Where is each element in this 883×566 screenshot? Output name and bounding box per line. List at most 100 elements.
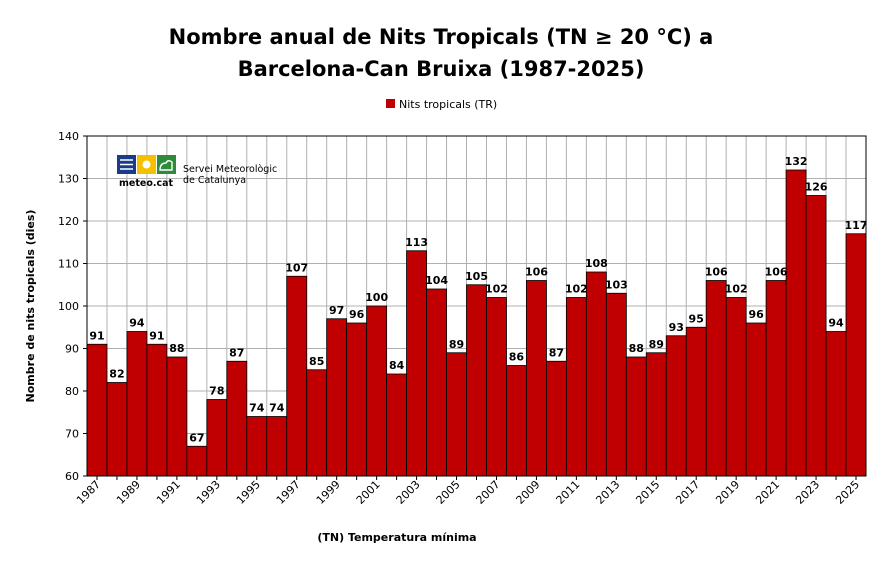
bar-2022 xyxy=(785,169,807,477)
bar-1988 xyxy=(106,382,128,477)
y-tick-label: 60 xyxy=(65,470,79,483)
y-tick-label: 80 xyxy=(65,385,79,398)
bar-2018 xyxy=(705,280,727,477)
data-label-2025: 117 xyxy=(845,219,868,232)
data-label-2007: 102 xyxy=(485,283,508,296)
data-label-2005: 89 xyxy=(449,338,464,351)
x-tick-label-2021: 2021 xyxy=(753,478,782,507)
bar-2015 xyxy=(645,352,667,477)
data-label-1995: 74 xyxy=(249,402,265,415)
bar-2020 xyxy=(745,322,767,477)
x-tick-label-2013: 2013 xyxy=(593,478,622,507)
bar-2021 xyxy=(765,280,787,477)
x-tick-label-2019: 2019 xyxy=(713,478,742,507)
logo-brand: meteo.cat xyxy=(119,178,174,189)
data-label-2015: 89 xyxy=(649,338,664,351)
bar-2025 xyxy=(845,233,867,477)
data-label-1994: 87 xyxy=(229,346,244,359)
data-label-2019: 102 xyxy=(725,283,748,296)
bar-1993 xyxy=(206,399,228,477)
logo-org-line1: Servei Meteorològic xyxy=(183,164,277,175)
data-label-2012: 108 xyxy=(585,257,608,270)
x-tick-label-2015: 2015 xyxy=(633,478,662,507)
data-label-2022: 132 xyxy=(785,155,808,168)
bar-1998 xyxy=(306,369,328,477)
data-label-2018: 106 xyxy=(705,266,728,279)
data-label-1990: 91 xyxy=(149,329,164,342)
data-label-2008: 86 xyxy=(509,351,525,364)
logo-cloud-icon xyxy=(157,155,176,174)
data-label-2011: 102 xyxy=(565,283,588,296)
data-label-2001: 100 xyxy=(365,291,388,304)
bar-2023 xyxy=(805,195,827,477)
x-tick-label-2001: 2001 xyxy=(354,478,383,507)
x-tick-label-1997: 1997 xyxy=(274,478,303,507)
meteocat-logo: meteo.cat Servei Meteorològic de Catalun… xyxy=(117,155,277,189)
data-label-2013: 103 xyxy=(605,278,628,291)
legend-label: Nits tropicals (TR) xyxy=(399,98,497,111)
data-label-1988: 82 xyxy=(109,368,124,381)
data-label-1992: 67 xyxy=(189,431,204,444)
data-label-1993: 78 xyxy=(209,385,224,398)
bar-2001 xyxy=(366,305,388,477)
x-axis-label: (TN) Temperatura mínima xyxy=(317,531,476,544)
bar-1999 xyxy=(326,318,348,477)
x-tick-label-1991: 1991 xyxy=(154,478,183,507)
data-label-2000: 96 xyxy=(349,308,365,321)
legend-swatch xyxy=(386,99,395,108)
x-tick-label-2025: 2025 xyxy=(833,478,862,507)
x-tick-label-2023: 2023 xyxy=(793,478,822,507)
data-label-2021: 106 xyxy=(765,266,788,279)
y-tick-label: 70 xyxy=(65,428,79,441)
data-label-2020: 96 xyxy=(748,308,764,321)
legend: Nits tropicals (TR) xyxy=(386,98,497,111)
y-axis-label: Nombre de nits tropicals (dies) xyxy=(24,210,37,403)
data-label-1991: 88 xyxy=(169,342,184,355)
data-label-2002: 84 xyxy=(389,359,405,372)
bar-2007 xyxy=(486,297,507,477)
bar-2019 xyxy=(725,297,747,477)
bar-1997 xyxy=(286,275,308,477)
data-label-1996: 74 xyxy=(269,402,285,415)
bar-1996 xyxy=(266,416,288,477)
data-label-2017: 95 xyxy=(689,312,704,325)
bar-2012 xyxy=(585,271,607,477)
bar-2008 xyxy=(506,365,527,477)
logo-org-line2: de Catalunya xyxy=(183,175,246,186)
data-label-2009: 106 xyxy=(525,266,548,279)
bar-2004 xyxy=(426,288,447,477)
x-tick-label-2003: 2003 xyxy=(394,478,423,507)
y-tick-label: 120 xyxy=(58,215,79,228)
chart-title-line1: Nombre anual de Nits Tropicals (TN ≥ 20 … xyxy=(169,25,714,49)
data-label-2010: 87 xyxy=(549,346,564,359)
data-label-2016: 93 xyxy=(669,321,684,334)
data-label-1989: 94 xyxy=(129,317,145,330)
data-label-2004: 104 xyxy=(425,274,448,287)
bars xyxy=(86,169,867,477)
x-tick-label-2017: 2017 xyxy=(673,478,702,507)
data-label-1999: 97 xyxy=(329,304,344,317)
y-tick-label: 140 xyxy=(58,130,79,143)
y-tick-label: 110 xyxy=(58,258,79,271)
bar-1987 xyxy=(86,343,108,477)
data-label-1997: 107 xyxy=(285,261,308,274)
bar-2013 xyxy=(605,292,627,477)
bar-2005 xyxy=(446,352,467,477)
bar-1990 xyxy=(146,343,168,477)
x-axis-ticks: 1987 1989 1991 1993 1995 1997 1999 2001 2003 2005… xyxy=(74,476,862,507)
plot-area-border xyxy=(86,135,867,477)
bar-1992 xyxy=(186,445,208,477)
bar-1995 xyxy=(246,416,268,477)
x-tick-label-1993: 1993 xyxy=(194,478,223,507)
bar-2009 xyxy=(526,280,547,477)
bar-2011 xyxy=(565,297,587,477)
x-tick-label-2011: 2011 xyxy=(554,478,583,507)
bar-1989 xyxy=(126,331,148,477)
data-label-2023: 126 xyxy=(805,181,828,194)
bar-2006 xyxy=(466,284,487,477)
y-tick-label: 90 xyxy=(65,343,79,356)
bar-1991 xyxy=(166,356,188,477)
x-tick-label-1995: 1995 xyxy=(234,478,263,507)
